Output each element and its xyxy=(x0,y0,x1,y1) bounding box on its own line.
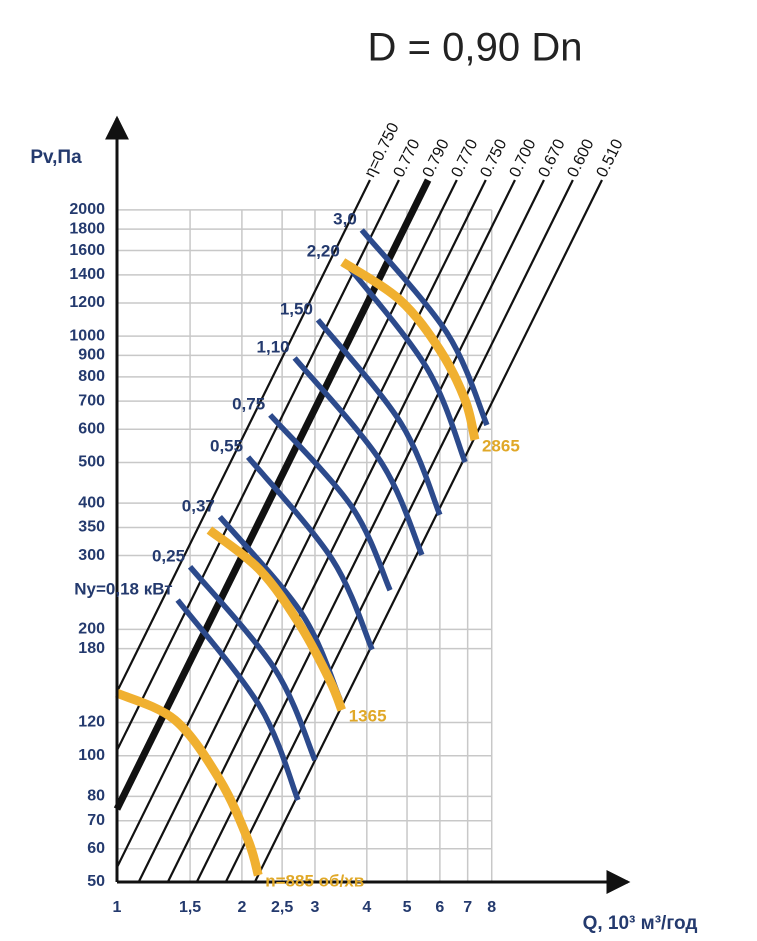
y-tick-label: 60 xyxy=(87,840,105,857)
y-tick-label: 2000 xyxy=(69,201,105,218)
speed-curve xyxy=(340,258,480,441)
efficiency-label: 0.770 xyxy=(391,137,424,181)
efficiency-label: 0.600 xyxy=(565,137,598,181)
y-tick-label: 100 xyxy=(78,747,105,764)
power-label: 0,55 xyxy=(210,437,243,456)
power-label: 0,25 xyxy=(152,546,185,565)
y-tick-label: 1800 xyxy=(69,220,105,237)
y-tick-label: 700 xyxy=(78,392,105,409)
x-tick-label: 5 xyxy=(403,899,412,916)
chart-title: D = 0,90 Dn xyxy=(368,26,583,70)
y-tick-label: 900 xyxy=(78,347,105,364)
y-tick-label: 1600 xyxy=(69,242,105,259)
y-tick-label: 300 xyxy=(78,547,105,564)
y-tick-label: 50 xyxy=(87,873,105,890)
power-curve xyxy=(175,598,301,802)
y-tick-label: 500 xyxy=(78,454,105,471)
y-tick-label: 600 xyxy=(78,420,105,437)
speed-label: 1365 xyxy=(349,707,387,726)
power-curve xyxy=(245,455,375,651)
y-tick-label: 80 xyxy=(87,788,105,805)
power-curve xyxy=(315,318,443,516)
power-curve xyxy=(268,413,393,592)
curves xyxy=(115,228,490,877)
x-tick-label: 2 xyxy=(237,899,246,916)
power-curve xyxy=(342,260,468,464)
y-tick-label: 400 xyxy=(78,494,105,511)
power-label: Ny=0,18 кВт xyxy=(74,580,172,599)
y-axis-label: Pv,Па xyxy=(30,147,82,168)
x-tick-label: 1 xyxy=(113,899,122,916)
efficiency-line xyxy=(166,179,516,883)
power-curve xyxy=(359,228,490,427)
x-tick-label: 7 xyxy=(463,899,472,916)
speed-label: n=885 об/хв xyxy=(265,872,364,891)
x-axis-label: Q, 10³ м³/год xyxy=(583,913,698,934)
efficiency-line xyxy=(195,179,545,883)
power-curve xyxy=(187,565,318,762)
efficiency-label: 0.700 xyxy=(507,137,540,181)
x-tick-label: 6 xyxy=(435,899,444,916)
speed-label: 2865 xyxy=(482,436,520,455)
efficiency-label: 0.510 xyxy=(594,137,627,181)
efficiency-label: 0.670 xyxy=(536,137,569,181)
speed-curve xyxy=(115,688,263,877)
power-label: 3,0 xyxy=(333,209,357,228)
efficiency-line xyxy=(116,179,371,693)
y-tick-label: 1000 xyxy=(69,327,105,344)
power-label: 0,37 xyxy=(182,496,215,515)
efficiency-label: 0.770 xyxy=(448,137,481,181)
x-tick-label: 4 xyxy=(362,899,371,916)
x-tick-label: 8 xyxy=(487,899,496,916)
x-tick-label: 1,5 xyxy=(179,899,201,916)
x-tick-label: 2,5 xyxy=(271,899,293,916)
y-tick-label: 350 xyxy=(78,519,105,536)
power-curve xyxy=(292,356,425,557)
y-tick-label: 1200 xyxy=(69,294,105,311)
power-label: 0,75 xyxy=(232,394,265,413)
y-tick-label: 120 xyxy=(78,714,105,731)
y-tick-label: 70 xyxy=(87,812,105,829)
power-label: 1,10 xyxy=(257,338,290,357)
efficiency-line xyxy=(253,179,603,883)
efficiency-line xyxy=(224,179,574,883)
y-tick-label: 200 xyxy=(78,621,105,638)
y-tick-label: 800 xyxy=(78,368,105,385)
y-tick-label: 180 xyxy=(78,640,105,657)
power-label: 2,20 xyxy=(307,242,340,261)
speed-curve xyxy=(206,526,346,712)
y-tick-label: 1400 xyxy=(69,266,105,283)
efficiency-label: 0.750 xyxy=(477,137,510,181)
x-tick-label: 3 xyxy=(311,899,320,916)
efficiency-label: 0.790 xyxy=(420,137,453,181)
power-label: 1,50 xyxy=(280,299,313,318)
